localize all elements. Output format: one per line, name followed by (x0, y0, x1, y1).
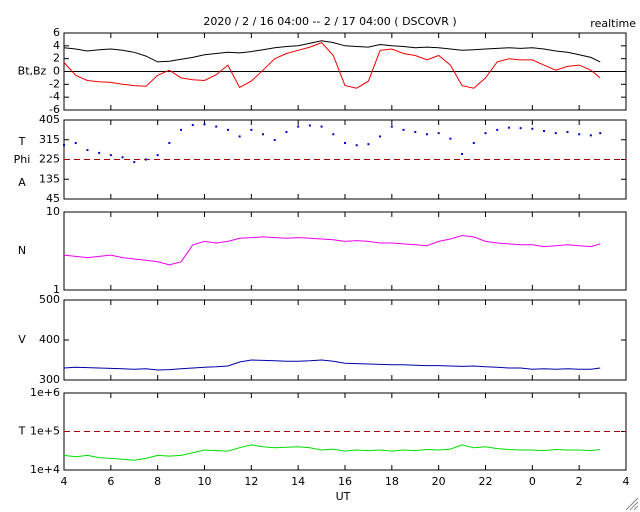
data-point (566, 131, 569, 134)
x-tick-label: 4 (623, 475, 630, 488)
y-axis-label: Phi (14, 153, 31, 166)
x-tick-label: 12 (244, 475, 258, 488)
y-tick-label: 10 (46, 205, 60, 218)
data-point (86, 149, 89, 152)
data-point (273, 138, 276, 141)
data-point (367, 143, 370, 146)
data-line (63, 40, 601, 63)
data-point (98, 151, 101, 154)
data-point (308, 124, 311, 127)
y-tick-label: 300 (39, 373, 60, 386)
data-point (74, 142, 77, 145)
y-tick-label: -2 (49, 77, 60, 90)
y-tick-label: 225 (39, 153, 60, 166)
data-point (109, 154, 112, 157)
data-line (63, 444, 601, 461)
y-tick-label: 500 (39, 293, 60, 306)
x-axis-label: UT (336, 490, 351, 503)
data-point (215, 125, 218, 128)
subtitle: realtime (590, 17, 636, 30)
data-point (297, 125, 300, 128)
data-point (507, 126, 510, 129)
data-point (133, 161, 136, 164)
data-point (449, 137, 452, 140)
y-tick-label: 1e+4 (30, 463, 60, 476)
y-axis-label: T (18, 135, 26, 148)
data-point (168, 142, 171, 145)
data-point (144, 158, 147, 161)
resize-grip (625, 497, 639, 511)
data-point (262, 133, 265, 136)
data-line (63, 234, 601, 266)
data-point (344, 142, 346, 145)
x-tick-label: 0 (529, 475, 536, 488)
data-point (437, 132, 440, 135)
x-tick-label: 20 (432, 475, 446, 488)
data-point (425, 133, 428, 136)
chart-title: 2020 / 2 / 16 04:00 -- 2 / 17 04:00 ( DS… (203, 15, 456, 28)
data-line (63, 359, 601, 371)
plot-frame (63, 211, 627, 291)
data-point (63, 144, 65, 147)
data-point (191, 124, 194, 127)
data-point (226, 128, 229, 131)
data-point (414, 131, 417, 134)
data-point (472, 142, 475, 145)
x-tick-label: 2 (576, 475, 583, 488)
y-tick-label: 400 (39, 333, 60, 346)
data-point (238, 135, 241, 138)
x-tick-label: 22 (479, 475, 493, 488)
data-point (402, 128, 405, 131)
data-point (156, 154, 159, 157)
plot-frame (63, 299, 627, 381)
data-point (390, 125, 393, 128)
y-tick-label: 405 (39, 113, 60, 126)
y-tick-label: 1e+5 (30, 425, 60, 438)
data-point (121, 156, 124, 159)
data-point (285, 131, 288, 134)
y-tick-label: -4 (49, 90, 60, 103)
data-point (484, 132, 487, 135)
y-tick-label: 1e+6 (30, 386, 60, 399)
x-tick-label: 8 (154, 475, 161, 488)
x-tick-label: 10 (198, 475, 212, 488)
x-tick-label: 4 (61, 475, 68, 488)
data-point (250, 128, 253, 131)
y-axis-label: T (18, 425, 26, 438)
y-tick-label: 2 (53, 52, 60, 65)
data-point (461, 153, 464, 156)
data-point (379, 135, 382, 138)
data-point (355, 144, 358, 147)
data-point (554, 132, 557, 135)
x-tick-label: 16 (338, 475, 352, 488)
data-point (203, 123, 206, 126)
x-tick-label: 14 (291, 475, 305, 488)
data-point (531, 127, 534, 130)
data-point (578, 133, 581, 136)
data-point (332, 133, 335, 136)
y-tick-label: 0 (53, 65, 60, 78)
data-point (599, 132, 602, 135)
y-tick-label: -6 (49, 103, 60, 116)
data-point (589, 134, 592, 137)
data-point (320, 125, 323, 128)
data-line (63, 42, 601, 89)
data-point (180, 128, 183, 131)
y-tick-label: 4 (53, 39, 60, 52)
y-axis-label: A (18, 176, 26, 189)
data-point (519, 127, 522, 130)
data-point (543, 129, 546, 132)
x-tick-label: 18 (385, 475, 399, 488)
y-tick-label: 135 (39, 172, 60, 185)
y-tick-label: 315 (39, 133, 60, 146)
y-tick-label: 45 (46, 192, 60, 205)
y-tick-label: 1 (53, 283, 60, 296)
y-axis-label: N (18, 244, 26, 257)
y-axis-label: V (18, 333, 26, 346)
x-tick-label: 6 (107, 475, 114, 488)
y-tick-label: 6 (53, 26, 60, 39)
y-axis-label: Bt,Bz (18, 65, 47, 78)
data-point (496, 128, 499, 131)
